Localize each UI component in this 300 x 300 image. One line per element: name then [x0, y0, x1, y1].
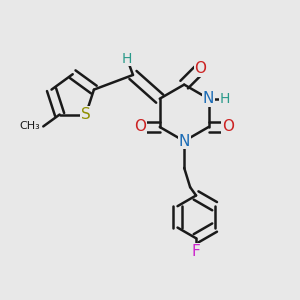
- Text: O: O: [194, 61, 206, 76]
- Text: S: S: [81, 107, 91, 122]
- Text: F: F: [192, 244, 200, 259]
- Text: O: O: [222, 119, 234, 134]
- Text: O: O: [134, 119, 146, 134]
- Text: N: N: [178, 134, 190, 148]
- Text: H: H: [220, 92, 230, 106]
- Text: H: H: [122, 52, 132, 66]
- Text: N: N: [203, 91, 214, 106]
- Text: CH₃: CH₃: [20, 122, 40, 131]
